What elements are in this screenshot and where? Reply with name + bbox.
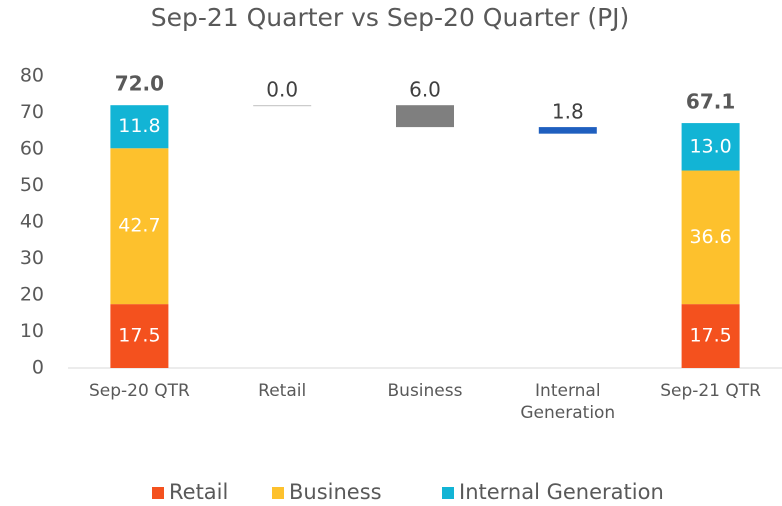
total-label: 72.0	[115, 72, 164, 96]
legend-label: Business	[289, 480, 382, 504]
value-label: 0.0	[266, 78, 298, 102]
legend-label: Internal Generation	[459, 480, 664, 504]
x-tick-label: Internal Generation	[520, 381, 616, 423]
bar-segment	[110, 304, 169, 368]
y-tick-label: 10	[20, 320, 44, 342]
value-label: 11.8	[118, 115, 160, 137]
bar-segment	[681, 170, 740, 305]
value-label: 13.0	[689, 135, 731, 157]
chart-title: Sep-21 Quarter vs Sep-20 Quarter (PJ)	[150, 3, 630, 32]
bar-segment	[110, 105, 169, 149]
y-tick-label: 80	[20, 65, 44, 87]
x-tick-label: Retail	[258, 381, 307, 401]
change-bar	[538, 127, 597, 134]
x-tick-label: Sep-21 QTR	[660, 381, 761, 401]
value-label: 6.0	[409, 78, 441, 102]
change-bar	[396, 105, 454, 128]
legend-swatch	[152, 487, 164, 499]
value-label: 17.5	[689, 325, 731, 347]
y-tick-label: 60	[20, 138, 44, 160]
value-label: 17.5	[118, 325, 160, 347]
y-tick-label: 0	[32, 357, 44, 379]
total-label: 67.1	[686, 90, 735, 114]
value-label: 36.6	[689, 226, 731, 248]
change-bar	[253, 105, 312, 107]
legend-swatch	[442, 487, 454, 499]
y-tick-label: 50	[20, 174, 44, 196]
bar-segment	[681, 123, 740, 171]
y-tick-label: 20	[20, 284, 44, 306]
value-label: 42.7	[118, 215, 160, 237]
legend-swatch	[272, 487, 284, 499]
x-tick-label: Sep-20 QTR	[88, 381, 190, 401]
y-tick-label: 30	[20, 247, 44, 269]
bar-segment	[681, 304, 740, 368]
y-tick-label: 40	[20, 211, 44, 233]
y-tick-label: 70	[20, 101, 44, 123]
x-tick-label: Business	[387, 381, 463, 401]
value-label: 1.8	[552, 100, 584, 124]
legend-label: Retail	[169, 480, 228, 504]
bar-segment	[110, 148, 169, 305]
